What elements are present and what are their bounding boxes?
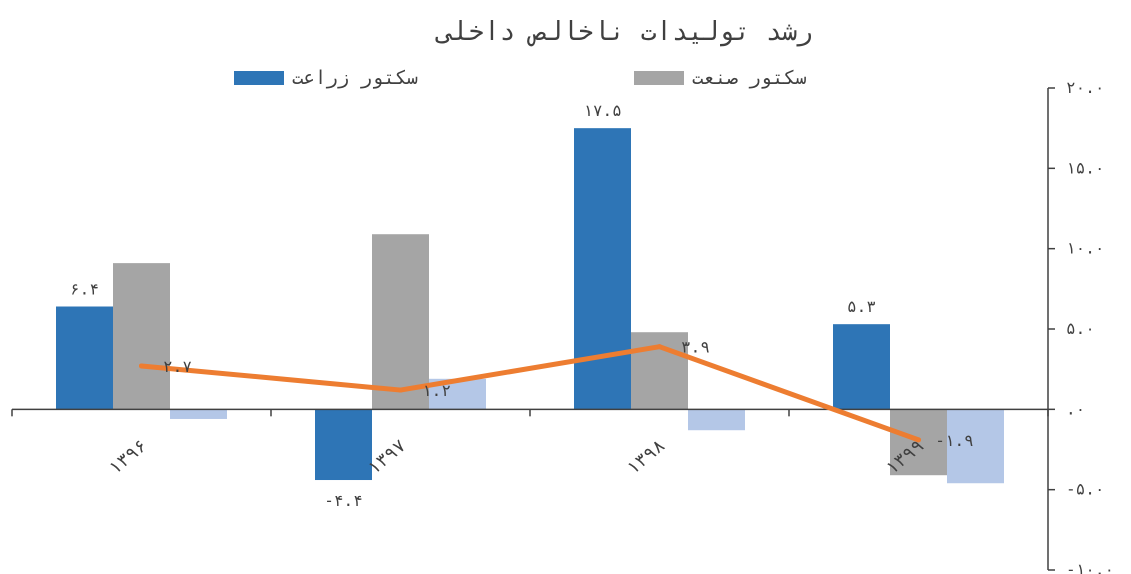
y-tick-label: -۱۰.۰	[1066, 560, 1114, 574]
legend: سکتور زراعت سکتور صنعت	[234, 67, 806, 89]
bar-label-s0-2: ۱۷.۵	[583, 101, 622, 120]
line-label-2: ۳.۹	[681, 338, 710, 357]
y-tick-label: ۲۰.۰	[1066, 78, 1105, 97]
bar-label-s0-1: -۴.۴	[324, 491, 363, 510]
legend-swatch-industry	[634, 71, 684, 85]
line-point	[398, 387, 403, 393]
y-tick-label: .۰	[1066, 399, 1085, 418]
bar-label-s0-3: ۵.۳	[847, 297, 876, 316]
category-label: ۱۳۹۶	[105, 435, 152, 479]
bar-s1-1	[372, 234, 429, 410]
bar-s0-3	[833, 324, 890, 410]
legend-label-agriculture: سکتور زراعت	[292, 67, 418, 89]
legend-item-industry: سکتور صنعت	[634, 67, 806, 89]
bar-s0-0	[56, 306, 113, 410]
line-label-0: ۲.۷	[163, 357, 192, 376]
line-series-0	[139, 344, 921, 443]
bar-s2-0	[170, 409, 227, 419]
y-tick-label: ۱۰.۰	[1066, 239, 1105, 258]
line-point	[657, 344, 662, 350]
bar-s0-2	[574, 128, 631, 410]
line-label-1: ۱.۲	[422, 381, 451, 400]
bar-s0-1	[315, 409, 372, 481]
line-label-3: -۱.۹	[935, 431, 974, 450]
legend-item-agriculture: سکتور زراعت	[234, 67, 418, 89]
bar-s2-3	[947, 409, 1004, 484]
chart-title: رشد تولیدات ناخالص داخلی	[435, 17, 813, 47]
y-tick-label: -۵.۰	[1066, 480, 1105, 499]
line-point	[916, 437, 921, 443]
bar-s1-2	[631, 332, 688, 410]
bar-s1-0	[113, 263, 170, 410]
legend-swatch-agriculture	[234, 71, 284, 85]
line-point	[139, 363, 144, 369]
bar-s2-2	[688, 409, 745, 431]
y-tick-label: ۱۵.۰	[1066, 158, 1105, 177]
bar-label-s0-0: ۶.۴	[70, 280, 99, 299]
category-label: ۱۳۹۸	[623, 435, 670, 479]
legend-label-industry: سکتور صنعت	[692, 67, 806, 89]
y-tick-label: ۵.۰	[1066, 319, 1095, 338]
